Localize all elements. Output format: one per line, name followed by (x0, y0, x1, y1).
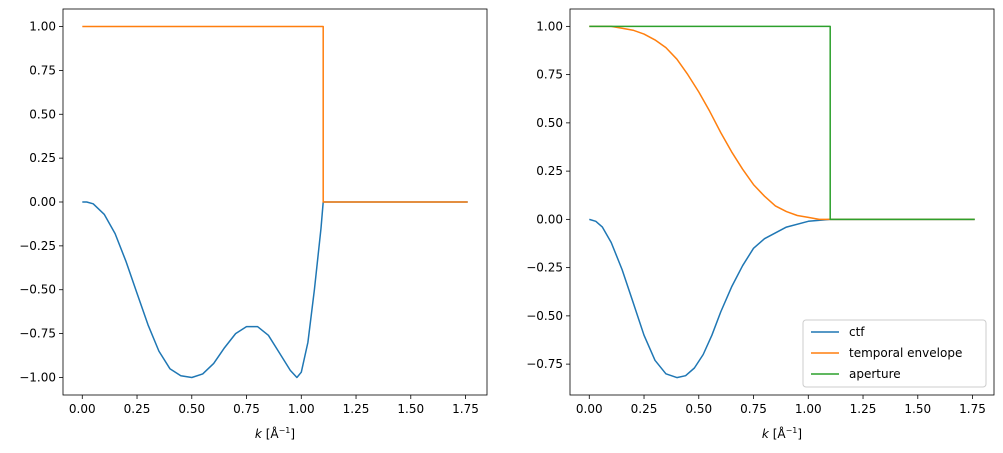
right-axes-frame (569, 8, 995, 396)
right-y-tick-label: 0.50 (536, 116, 563, 130)
left-x-tick-label: 0.25 (124, 402, 151, 416)
right-plot-area (589, 25, 975, 379)
left-x-tick-label: 1.00 (288, 402, 315, 416)
right-x-axis-label: k [Å−1] (762, 426, 802, 441)
left-y-tick-label: 0.00 (29, 195, 56, 209)
left-x-tick-label: 1.25 (343, 402, 370, 416)
right-chart: 0.00 0.25 0.50 0.75 1.00 1.25 1.50 1.75 1.00 0.75… (526, 8, 995, 441)
left-chart: 0.00 0.25 0.50 0.75 1.00 1.25 1.50 1.75 1.00 0.75… (19, 8, 488, 441)
legend-label-ctf: ctf (849, 325, 865, 339)
legend: ctf temporal envelope aperture (802, 319, 987, 388)
left-y-tick-label: 0.75 (29, 63, 56, 77)
right-x-tick-label: 0.00 (576, 402, 603, 416)
left-y-tick-label: 1.00 (29, 20, 56, 34)
right-x-tick-label: 0.75 (740, 402, 767, 416)
left-y-tick-label: −0.50 (19, 283, 56, 297)
right-y-tick-label: 0.75 (536, 68, 563, 82)
left-x-tick-label: 0.00 (69, 402, 96, 416)
left-x-tick-label: 1.50 (397, 402, 424, 416)
left-line-series-1 (82, 201, 468, 379)
left-x-tick-label: 1.75 (452, 402, 479, 416)
right-y-tick-label: −0.75 (526, 357, 563, 371)
right-x-tick-label: 1.75 (959, 402, 986, 416)
right-y-tick-label: 0.25 (536, 164, 563, 178)
left-x-tick-label: 0.50 (178, 402, 205, 416)
left-x-axis-label: k [Å−1] (255, 426, 295, 441)
right-y-tick-label: 1.00 (536, 19, 563, 33)
right-line-aperture (589, 25, 975, 221)
left-plot-area (82, 25, 468, 379)
right-ticks: 0.00 0.25 0.50 0.75 1.00 1.25 1.50 1.75 1.00 0.75… (526, 19, 986, 416)
right-y-tick-label: −0.50 (526, 309, 563, 323)
left-y-tick-label: 0.25 (29, 151, 56, 165)
right-line-temporal-envelope (589, 25, 975, 221)
left-y-tick-label: −0.25 (19, 239, 56, 253)
left-y-tick-label: −1.00 (19, 370, 56, 384)
legend-label-temporal-envelope: temporal envelope (849, 346, 962, 360)
left-ticks: 0.00 0.25 0.50 0.75 1.00 1.25 1.50 1.75 1.00 0.75… (19, 20, 479, 416)
right-y-tick-label: −0.25 (526, 261, 563, 275)
legend-box (802, 319, 987, 388)
right-x-tick-label: 0.50 (685, 402, 712, 416)
left-x-tick-label: 0.75 (233, 402, 260, 416)
right-x-tick-label: 1.00 (795, 402, 822, 416)
right-x-tick-label: 1.50 (904, 402, 931, 416)
left-y-tick-label: −0.75 (19, 327, 56, 341)
right-x-tick-label: 0.25 (631, 402, 658, 416)
right-line-ctf (589, 218, 975, 379)
right-y-tick-label: 0.00 (536, 212, 563, 226)
left-line-series-2 (82, 25, 468, 203)
legend-label-aperture: aperture (849, 367, 901, 381)
right-x-tick-label: 1.25 (850, 402, 877, 416)
left-y-tick-label: 0.50 (29, 107, 56, 121)
